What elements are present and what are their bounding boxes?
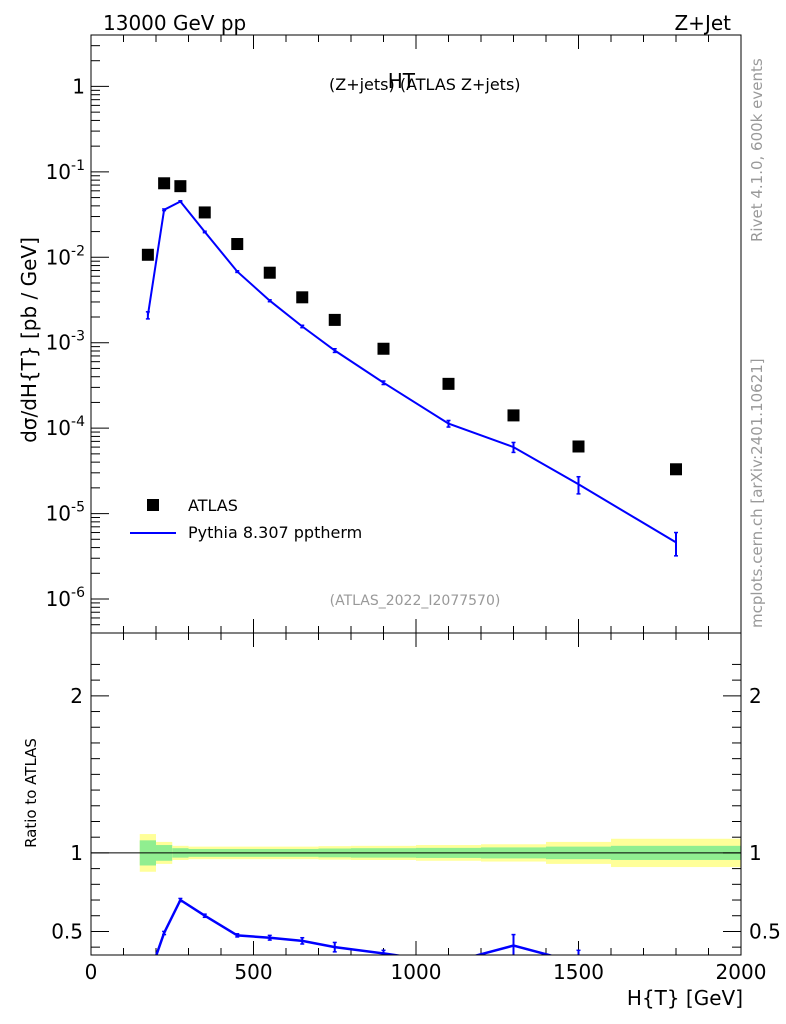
- x-tick-label: 0: [85, 960, 98, 984]
- atlas-data-point: [442, 377, 455, 390]
- x-tick-label: 1500: [553, 960, 604, 984]
- y-tick-label: 10-2: [46, 243, 85, 269]
- header-left: 13000 GeV pp: [103, 11, 246, 35]
- ratio-y-tick-label: 0.5: [51, 919, 83, 943]
- analysis-id: (ATLAS_2022_I2077570): [330, 593, 501, 609]
- ratio-plot-area: 0.5 0.5 1 1 2 2 0 500 1000 1500 2000: [51, 633, 781, 984]
- atlas-data-point: [507, 409, 520, 422]
- atlas-data-point: [377, 342, 390, 355]
- x-tick-label: 1000: [391, 960, 442, 984]
- main-ylabel: dσ/dH{T} [pb / GeV]: [17, 237, 41, 443]
- ratio-y-tick-label: 2: [70, 684, 83, 708]
- y-tick-label: 10-4: [46, 414, 86, 440]
- mcplots-label: mcplots.cern.ch [arXiv:2401.10621]: [748, 358, 766, 628]
- y-tick-label: 10-1: [46, 158, 85, 184]
- mc-line: [146, 200, 677, 544]
- atlas-data-point: [141, 248, 154, 261]
- legend-mc-label: Pythia 8.307 pptherm: [188, 523, 362, 542]
- y-tick-label: 10-5: [46, 500, 85, 526]
- x-tick-label: 2000: [716, 960, 767, 984]
- rivet-label: Rivet 4.1.0, 600k events: [748, 58, 766, 242]
- main-panel: 1 10-1 10-2 10-3 10-4 10-5 10-6 HT (Z+jets) (A…: [17, 34, 742, 634]
- x-tick-label: 500: [234, 960, 272, 984]
- atlas-data-point: [174, 180, 187, 193]
- ratio-y-tick-label-right: 1: [749, 841, 762, 865]
- ratio-frame: [90, 632, 742, 956]
- atlas-data-point: [231, 238, 244, 251]
- y-tick-label: 10-6: [46, 585, 86, 611]
- atlas-data-point: [263, 266, 276, 279]
- main-title-sub: (Z+jets) (ATLAS Z+jets): [329, 75, 521, 94]
- x-axis-label: H{T} [GeV]: [627, 986, 743, 1010]
- main-title: HT: [388, 69, 416, 93]
- atlas-data-point: [328, 313, 341, 326]
- ratio-y-tick-label-right: 2: [749, 684, 762, 708]
- atlas-data-point: [572, 440, 585, 453]
- header-right: Z+Jet: [674, 11, 731, 35]
- y-tick-label: 10-3: [46, 329, 85, 355]
- ratio-y-tick-label-right: 0.5: [749, 919, 781, 943]
- y-tick-label: 1: [72, 74, 85, 98]
- main-frame: [90, 34, 742, 634]
- ratio-y-tick-label: 1: [70, 841, 83, 865]
- atlas-data-point: [296, 291, 309, 304]
- ratio-panel: 0.5 0.5 1 1 2 2 0 500 1000 1500 2000 Ratio to ATLA…: [22, 632, 781, 1010]
- ratio-ylabel: Ratio to ATLAS: [22, 738, 40, 848]
- legend-atlas-marker: [147, 499, 159, 511]
- main-plot-area: 1 10-1 10-2 10-3 10-4 10-5 10-6: [46, 34, 742, 634]
- legend: ATLAS Pythia 8.307 pptherm: [130, 496, 362, 542]
- atlas-data-point: [158, 177, 171, 190]
- atlas-data-point: [198, 206, 211, 219]
- ratio-series: [155, 897, 581, 955]
- atlas-data-point: [670, 463, 682, 476]
- legend-atlas-label: ATLAS: [188, 496, 238, 515]
